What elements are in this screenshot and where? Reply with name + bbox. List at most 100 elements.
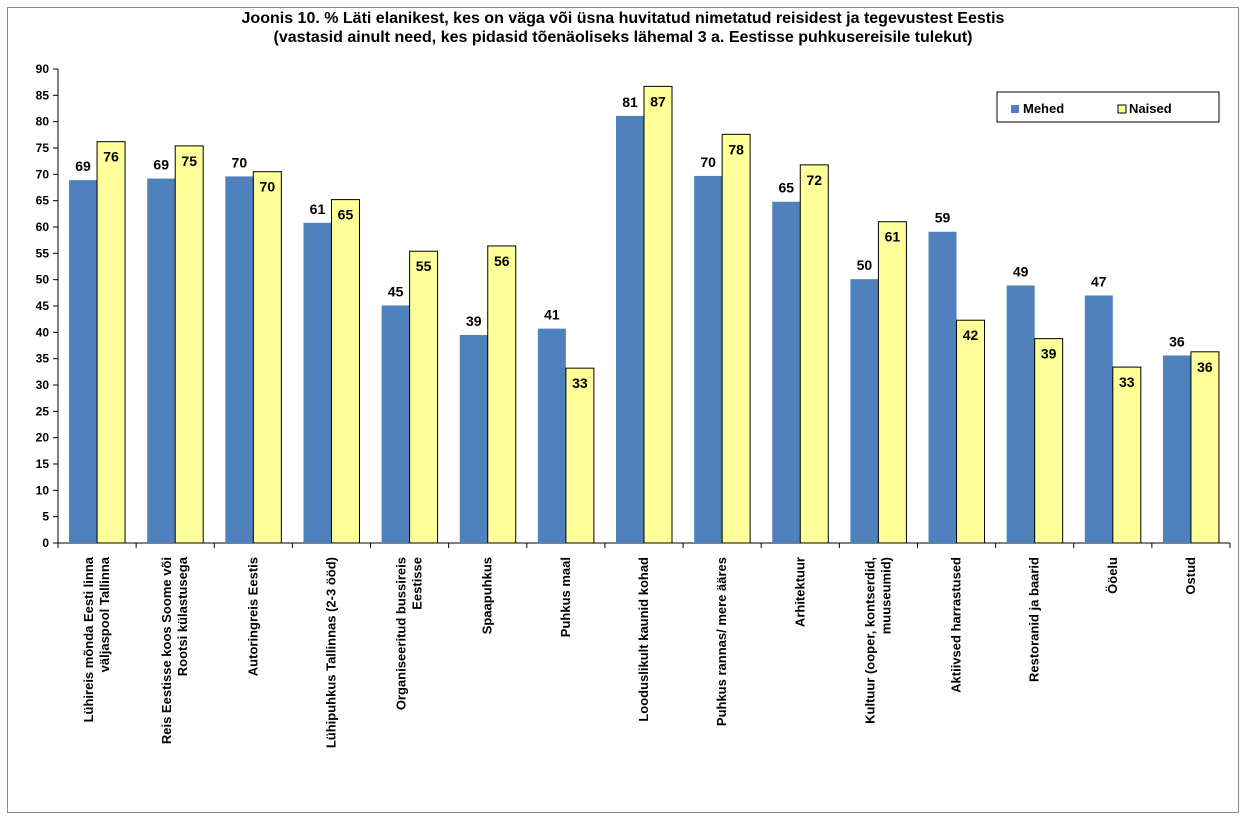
data-label-mehed: 69 [153, 157, 169, 173]
data-label-naised: 78 [728, 141, 744, 157]
y-tick-label: 0 [42, 536, 49, 550]
bar-naised [956, 319, 986, 544]
bar-naised [1112, 366, 1142, 544]
category-label: Organiseeritud bussireis [394, 557, 409, 710]
bar-naised [643, 85, 673, 544]
data-label-naised: 87 [650, 93, 666, 109]
category-label: Arhitektuur [792, 557, 807, 627]
legend-swatch-naised [1117, 104, 1127, 114]
legend-label-mehed: Mehed [1023, 101, 1064, 116]
category-label: Reis Eestisse koos Soome või [159, 557, 174, 744]
data-label-naised: 76 [103, 149, 119, 165]
bar-mehed [303, 222, 332, 543]
bar-mehed [928, 231, 957, 544]
y-tick-label: 90 [36, 62, 50, 76]
bar-naised [409, 250, 439, 544]
category-label: Ostud [1183, 557, 1198, 595]
bar-naised [1190, 351, 1220, 544]
bar-mehed [616, 115, 644, 543]
category-label: Puhkus rannas/ mere ääres [714, 557, 729, 726]
y-tick-label: 80 [36, 115, 50, 129]
bar-naised [565, 367, 595, 544]
category-label: Eestisse [410, 557, 425, 610]
y-tick-label: 20 [36, 431, 50, 445]
y-tick-label: 25 [36, 404, 50, 418]
data-label-mehed: 61 [310, 201, 326, 217]
data-label-mehed: 65 [778, 180, 794, 196]
y-tick-label: 50 [36, 273, 50, 287]
y-tick-label: 85 [36, 88, 50, 102]
bar-naised [252, 171, 282, 544]
data-label-naised: 61 [885, 229, 901, 245]
bar-naised [721, 133, 751, 544]
bar-mehed [537, 328, 566, 543]
bar-naised [799, 164, 829, 544]
bar-naised [174, 145, 204, 544]
bar-naised [330, 199, 360, 544]
bar-mehed [850, 279, 879, 543]
y-tick-label: 60 [36, 220, 50, 234]
data-label-naised: 33 [1119, 374, 1135, 390]
y-tick-label: 40 [36, 325, 50, 339]
data-label-mehed: 45 [388, 283, 404, 299]
y-tick-label: 70 [36, 167, 50, 181]
bar-naised [877, 221, 907, 544]
data-label-mehed: 47 [1091, 273, 1107, 289]
data-label-mehed: 50 [857, 257, 873, 273]
bar-naised [487, 245, 517, 544]
bar-mehed [1162, 355, 1191, 543]
y-tick-label: 45 [36, 299, 50, 313]
category-label: Ööelu [1105, 557, 1120, 594]
category-label: Rootsi külastusega [175, 556, 190, 676]
data-label-mehed: 70 [232, 154, 248, 170]
bar-mehed [69, 180, 98, 544]
data-label-naised: 72 [806, 172, 822, 188]
bar-mehed [381, 305, 410, 543]
data-label-naised: 36 [1197, 359, 1213, 375]
y-tick-label: 65 [36, 194, 50, 208]
category-label: Puhkus maal [558, 557, 573, 637]
y-tick-label: 15 [36, 457, 50, 471]
category-label: väljaspool Tallinna [97, 556, 112, 672]
chart-title-line1: Joonis 10. % Läti elanikest, kes on väga… [241, 10, 1005, 27]
chart-title-line2: (vastasid ainult need, kes pidasid tõenä… [273, 29, 973, 46]
category-label: Restoranid ja baarid [1027, 557, 1042, 682]
chart-title: Joonis 10. % Läti elanikest, kes on väga… [0, 9, 1246, 47]
data-label-naised: 75 [181, 153, 197, 169]
legend-box [996, 91, 1220, 123]
category-label: Aktiivsed harrastused [949, 557, 964, 693]
data-label-naised: 65 [338, 207, 354, 223]
bar-naised [96, 141, 126, 544]
data-label-mehed: 69 [75, 158, 91, 174]
data-label-naised: 70 [260, 179, 276, 195]
bar-mehed [1084, 295, 1113, 543]
bar-mehed [225, 176, 254, 543]
y-tick-label: 35 [36, 352, 50, 366]
category-label: Autoringreis Eestis [245, 557, 260, 676]
data-label-naised: 39 [1041, 346, 1057, 362]
category-label: Spaapuhkus [480, 557, 495, 634]
category-label: Looduslikult kaunid kohad [636, 557, 651, 722]
y-tick-label: 5 [42, 510, 49, 524]
data-label-mehed: 49 [1013, 263, 1029, 279]
data-label-naised: 56 [494, 253, 510, 269]
data-label-mehed: 81 [622, 94, 638, 110]
data-label-mehed: 39 [466, 313, 482, 329]
bar-mehed [772, 201, 801, 543]
y-tick-label: 55 [36, 246, 50, 260]
y-tick-label: 75 [36, 141, 50, 155]
legend-swatch-mehed [1011, 105, 1019, 113]
data-label-mehed: 41 [544, 307, 560, 323]
data-label-mehed: 70 [700, 154, 716, 170]
bar-mehed [694, 175, 723, 543]
data-label-naised: 33 [572, 375, 588, 391]
bar-mehed [147, 178, 176, 543]
category-label: Kultuur (ooper, kontserdid, [862, 557, 877, 724]
y-tick-label: 30 [36, 378, 50, 392]
data-label-mehed: 59 [935, 210, 951, 226]
y-tick-label: 10 [36, 483, 50, 497]
bar-mehed [1006, 285, 1035, 543]
bar-mehed [459, 334, 488, 543]
bar-naised [1034, 338, 1064, 544]
